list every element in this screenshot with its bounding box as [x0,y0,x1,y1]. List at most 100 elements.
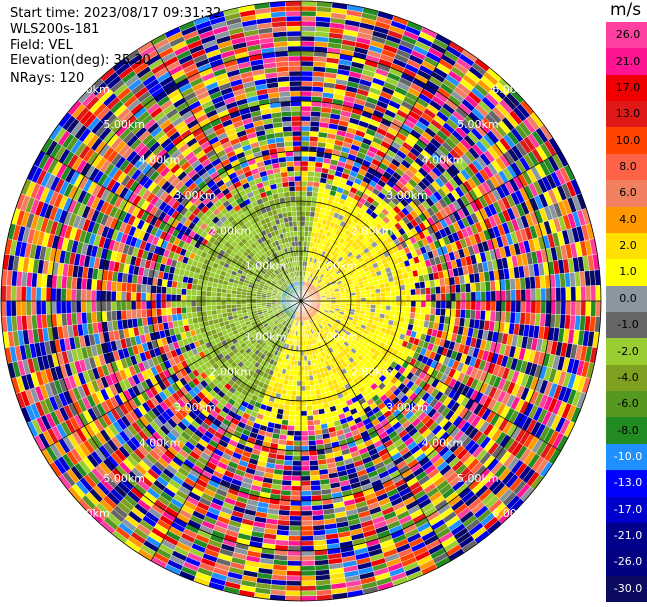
velocity-gate [300,55,314,62]
velocity-gate [395,295,402,302]
velocity-gate [435,293,442,302]
velocity-gate [365,289,371,295]
velocity-gate [300,0,317,7]
velocity-gate [311,191,319,198]
velocity-gate [300,215,306,222]
velocity-gate [297,355,302,362]
velocity-gate [585,285,592,302]
velocity-gate [309,464,319,471]
velocity-gate [360,300,367,305]
velocity-gate [430,293,437,302]
velocity-gate [435,286,441,295]
velocity-gate [510,289,517,302]
velocity-gate [480,300,487,311]
velocity-gate [300,160,309,167]
velocity-gate [345,295,352,299]
velocity-gate [300,530,314,537]
velocity-gate [300,150,310,157]
velocity-gate [280,484,292,491]
velocity-gate [580,285,587,302]
velocity-gate [375,292,382,298]
velocity-gate [306,195,313,202]
velocity-gate [464,309,471,319]
velocity-gate [295,400,302,407]
velocity-gate [290,500,302,507]
velocity-gate [300,360,305,367]
velocity-gate [300,415,308,422]
velocity-gate [400,289,407,296]
velocity-gate [300,155,309,162]
velocity-gate [311,404,319,411]
velocity-gate [469,309,476,320]
velocity-gate [310,389,317,396]
velocity-gate [300,45,315,52]
velocity-gate [300,220,306,227]
velocity-gate [308,440,317,446]
velocity-gate [291,470,302,477]
velocity-gate [380,300,387,306]
velocity-gate [307,430,316,436]
velocity-gate [288,415,296,421]
velocity-gate [291,475,302,482]
velocity-gate [300,495,312,502]
velocity-gate [300,525,314,532]
velocity-gate [565,286,572,302]
velocity-gate [300,20,316,27]
velocity-gate [365,297,372,302]
velocity-gate [303,355,308,362]
velocity-gate [300,420,308,427]
velocity-gate [555,300,562,315]
velocity-gate [300,140,310,147]
velocity-gate [300,580,317,587]
velocity-gate [375,296,382,302]
velocity-gate [313,176,321,183]
velocity-gate [300,40,315,47]
velocity-gate [296,385,302,392]
velocity-gate [303,350,307,357]
velocity-gate [300,205,307,212]
velocity-gate [410,306,416,314]
velocity-gate [287,555,302,562]
velocity-gate [379,287,386,293]
velocity-gate [300,445,310,452]
velocity-gate [287,550,302,557]
velocity-gate [310,474,320,481]
velocity-gate [300,395,307,402]
velocity-gate [280,489,292,496]
velocity-gate [303,360,308,367]
velocity-gate [300,400,307,407]
velocity-gate [419,281,426,289]
velocity-gate [505,289,512,302]
velocity-gate [390,295,397,302]
velocity-gate [575,286,582,302]
velocity-gate [390,290,397,297]
velocity-gate [560,300,567,316]
velocity-gate [464,283,471,293]
velocity-gate [300,85,313,92]
velocity-gate [300,30,316,37]
velocity-gate [300,180,308,187]
velocity-gate [287,425,295,431]
velocity-gate [300,380,306,387]
velocity-gate [480,291,487,302]
velocity-gate [289,400,296,407]
velocity-gate [281,479,292,486]
velocity-gate [300,90,313,97]
velocity-gate [297,350,302,357]
velocity-gate [296,375,302,382]
velocity-gate [300,405,307,412]
velocity-gate [300,230,305,237]
velocity-gate [595,285,602,302]
velocity-gate [312,414,321,421]
velocity-gate [370,296,377,302]
velocity-gate [286,435,295,441]
velocity-gate [300,480,311,487]
velocity-gate [300,240,305,247]
velocity-gate [380,291,387,297]
velocity-gate [300,110,312,117]
velocity-gate [355,300,362,305]
velocity-gate [294,420,302,427]
velocity-gate [530,300,537,314]
velocity-gate [570,300,577,316]
velocity-gate [300,585,317,592]
